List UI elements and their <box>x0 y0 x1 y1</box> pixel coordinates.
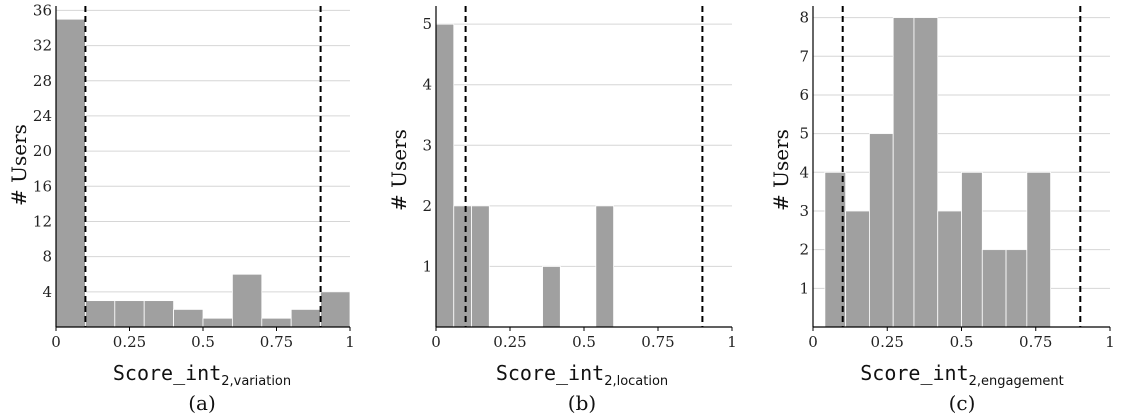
y-tick-label: 8 <box>799 9 809 27</box>
y-axis-label: # Users <box>387 129 411 211</box>
y-tick-label: 20 <box>33 142 52 160</box>
y-tick-label: 2 <box>422 197 432 215</box>
bars <box>55 18 351 328</box>
histogram-bar <box>471 205 490 328</box>
x-tick-label: 0.75 <box>641 333 674 351</box>
histogram-bar <box>320 291 351 328</box>
histogram-bar <box>542 266 561 328</box>
y-tick-label: 4 <box>799 163 809 181</box>
y-axis-label: # Users <box>7 124 31 206</box>
y-tick-label: 4 <box>42 283 52 301</box>
histogram-bar <box>961 171 983 328</box>
histogram-bar <box>981 249 1007 328</box>
x-tick-label: 0.75 <box>260 333 293 351</box>
x-axis-label-main: Score_int <box>860 361 968 385</box>
axes <box>55 6 351 331</box>
histogram-bar <box>892 17 915 328</box>
x-tick-label: 0.25 <box>871 333 904 351</box>
x-axis-label-main: Score_int <box>113 361 221 385</box>
x-tick-labels: 0 0.25 0.5 0.75 1 <box>51 333 355 351</box>
histogram-bar <box>85 300 116 328</box>
y-tick-label: 16 <box>33 177 52 195</box>
x-tick-label: 0.5 <box>950 333 974 351</box>
y-tick-labels: 1 2 3 4 5 <box>422 15 432 275</box>
y-tick-labels: 4 8 12 16 20 24 28 32 36 <box>33 1 52 300</box>
x-tick-label: 0.25 <box>113 333 146 351</box>
y-tick-label: 5 <box>422 15 432 33</box>
histogram-bar <box>913 17 939 328</box>
x-axis-label-main: Score_int <box>496 361 604 385</box>
histogram-bar <box>143 300 174 328</box>
y-tick-label: 1 <box>422 257 432 275</box>
y-tick-label: 2 <box>799 241 809 259</box>
axes <box>812 6 1111 331</box>
x-tick-label: 0 <box>431 333 441 351</box>
y-tick-label: 1 <box>799 279 809 297</box>
histogram-bar <box>1005 249 1028 328</box>
axes <box>435 6 733 331</box>
histogram-bar <box>845 210 870 328</box>
x-axis-label: Score_int2,location <box>496 361 668 389</box>
x-tick-label: 0.25 <box>493 333 526 351</box>
x-axis-label-subscript: 2,location <box>604 374 668 389</box>
panel-caption: (b) <box>568 391 596 415</box>
x-tick-label: 0.5 <box>191 333 215 351</box>
y-tick-label: 3 <box>422 136 432 154</box>
histogram-bar <box>173 309 204 328</box>
panel-b: 1 2 3 4 5 0 0.25 0.5 0.75 1 # Users Score_int2,l… <box>387 6 737 415</box>
panel-caption: (c) <box>949 391 976 415</box>
histogram-bar <box>290 309 322 328</box>
x-tick-labels: 0 0.25 0.5 0.75 1 <box>431 333 737 351</box>
bars <box>435 23 615 328</box>
panel-caption: (a) <box>188 391 216 415</box>
threshold-lines <box>464 6 704 327</box>
y-tick-label: 3 <box>799 202 809 220</box>
histogram-bar <box>937 210 962 328</box>
y-tick-label: 24 <box>33 107 52 125</box>
y-tick-label: 7 <box>799 47 809 65</box>
histogram-bar <box>595 205 615 328</box>
threshold-lines <box>84 6 322 327</box>
histogram-bar <box>231 273 263 328</box>
y-tick-label: 12 <box>33 212 52 230</box>
x-tick-label: 1 <box>345 333 355 351</box>
histogram-bar <box>869 133 894 328</box>
x-axis-label-subscript: 2,engagement <box>969 374 1064 389</box>
histogram-bar <box>55 18 86 328</box>
histogram-bar <box>453 205 472 328</box>
y-tick-label: 5 <box>799 125 809 143</box>
y-tick-label: 4 <box>422 76 432 94</box>
y-tick-label: 36 <box>33 1 52 19</box>
threshold-lines <box>841 6 1082 327</box>
x-tick-label: 0.5 <box>572 333 596 351</box>
x-axis-label: Score_int2,engagement <box>860 361 1063 389</box>
grid-lines <box>56 9 350 293</box>
x-tick-label: 1 <box>727 333 737 351</box>
histogram-bar <box>202 317 233 328</box>
panel-a: 4 8 12 16 20 24 28 32 36 0 0.25 0.5 0.75 1 # Users S… <box>7 1 355 415</box>
y-tick-labels: 1 2 3 4 5 6 7 8 <box>799 9 809 298</box>
histogram-bar <box>261 317 292 328</box>
x-tick-label: 1 <box>1105 333 1115 351</box>
panel-c: 1 2 3 4 5 6 7 8 0 0.25 0.5 0.75 1 # Users Score_int… <box>769 6 1115 415</box>
histogram-bar <box>435 23 455 328</box>
y-tick-label: 8 <box>42 248 52 266</box>
x-axis-label: Score_int2,variation <box>113 361 291 389</box>
x-tick-label: 0.75 <box>1019 333 1052 351</box>
y-tick-label: 6 <box>799 86 809 104</box>
y-axis-label: # Users <box>769 129 793 211</box>
histogram-bar <box>114 300 145 328</box>
y-tick-label: 32 <box>33 37 52 55</box>
x-tick-label: 0 <box>808 333 818 351</box>
x-axis-label-subscript: 2,variation <box>221 374 291 389</box>
x-tick-label: 0 <box>51 333 61 351</box>
histogram-bar <box>1026 171 1051 328</box>
y-tick-label: 28 <box>33 72 52 90</box>
x-tick-labels: 0 0.25 0.5 0.75 1 <box>808 333 1115 351</box>
bars <box>824 17 1051 328</box>
